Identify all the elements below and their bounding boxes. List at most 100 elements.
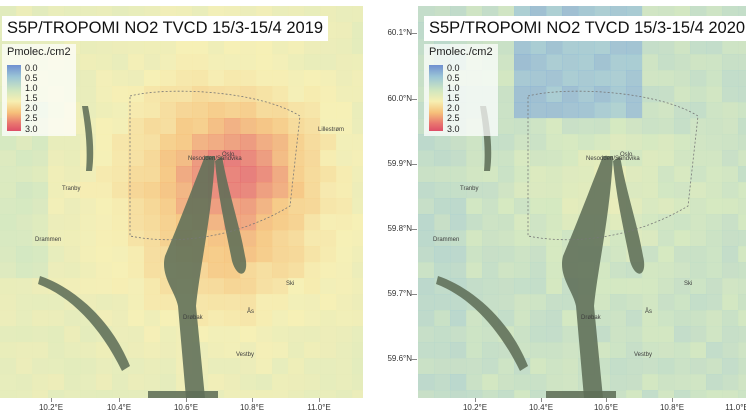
heatmap-cell: [722, 150, 739, 167]
heatmap-cell: [176, 134, 193, 151]
heatmap-cell: [208, 134, 225, 151]
heatmap-cell: [610, 38, 627, 55]
heatmap-cell: [722, 278, 739, 295]
heatmap-cell: [626, 390, 643, 398]
heatmap-cell: [304, 118, 321, 135]
heatmap-cell: [466, 358, 483, 375]
heatmap-cell: [16, 374, 33, 391]
heatmap-cell: [450, 374, 467, 391]
heatmap-cell: [466, 246, 483, 263]
heatmap-cell: [240, 102, 257, 119]
heatmap-cell: [256, 102, 273, 119]
x-axis-label: 10.4°E: [106, 403, 132, 412]
heatmap-cell: [610, 246, 627, 263]
heatmap-cell: [16, 198, 33, 215]
heatmap-cell: [352, 278, 363, 295]
heatmap-cell: [418, 358, 435, 375]
heatmap-cell: [722, 86, 739, 103]
heatmap-cell: [144, 118, 161, 135]
heatmap-cell: [642, 278, 659, 295]
heatmap-cell: [690, 134, 707, 151]
heatmap-cell: [48, 374, 65, 391]
place-label-drammen: Drammen: [433, 237, 460, 243]
legend-tick-labels: 0.0 0.5 1.0 1.5 2.0 2.5 3.0: [447, 63, 460, 134]
heatmap-cell: [80, 390, 97, 398]
heatmap-cell: [642, 102, 659, 119]
heatmap-cell: [674, 214, 691, 231]
heatmap-cell: [562, 198, 579, 215]
heatmap-cell: [288, 342, 305, 359]
heatmap-cell: [288, 118, 305, 135]
heatmap-cell: [418, 230, 435, 247]
heatmap-cell: [498, 278, 515, 295]
heatmap-cell: [498, 118, 515, 135]
heatmap-cell: [418, 262, 435, 279]
heatmap-cell: [450, 182, 467, 199]
heatmap-cell: [32, 134, 49, 151]
heatmap-cell: [224, 374, 241, 391]
heatmap-cell: [240, 182, 257, 199]
heatmap-cell: [738, 230, 746, 247]
heatmap-cell: [610, 118, 627, 135]
heatmap-cell: [530, 278, 547, 295]
heatmap-cell: [690, 166, 707, 183]
heatmap-cell: [498, 166, 515, 183]
heatmap-cell: [642, 70, 659, 87]
heatmap-cell: [514, 102, 531, 119]
heatmap-cell: [0, 374, 17, 391]
heatmap-cell: [642, 326, 659, 343]
x-axis-label: 10.6°E: [173, 403, 199, 412]
heatmap-cell: [256, 134, 273, 151]
heatmap-cell: [272, 246, 289, 263]
map-panel-2019: S5P/TROPOMI NO2 TVCD 15/3-15/4 2019 Pmol…: [0, 6, 363, 398]
heatmap-cell: [674, 294, 691, 311]
heatmap-cell: [738, 326, 746, 343]
legend-colorbar: [7, 65, 21, 131]
heatmap-cell: [642, 262, 659, 279]
heatmap-cell: [320, 358, 337, 375]
heatmap-cell: [224, 86, 241, 103]
heatmap-cell: [64, 358, 81, 375]
heatmap-cell: [176, 182, 193, 199]
heatmap-cell: [482, 374, 499, 391]
place-label-vestby: Vestby: [236, 352, 255, 358]
heatmap-cell: [128, 214, 145, 231]
heatmap-cell: [530, 294, 547, 311]
heatmap-cell: [112, 118, 129, 135]
heatmap-cell: [192, 38, 209, 55]
heatmap-cell: [562, 374, 579, 391]
heatmap-cell: [562, 54, 579, 71]
heatmap-cell: [498, 214, 515, 231]
heatmap-cell: [64, 390, 81, 398]
legend-2019: Pmolec./cm2 0.0 0.5 1.0 1.5 2.0 2.5 3.0: [2, 44, 76, 136]
heatmap-cell: [32, 214, 49, 231]
heatmap-cell: [304, 358, 321, 375]
heatmap-cell: [738, 102, 746, 119]
heatmap-cell: [160, 38, 177, 55]
heatmap-cell: [562, 38, 579, 55]
heatmap-cell: [658, 358, 675, 375]
place-label-oslo: Oslo: [620, 152, 633, 158]
heatmap-cell: [256, 278, 273, 295]
heatmap-cell: [80, 262, 97, 279]
heatmap-cell: [722, 358, 739, 375]
heatmap-cell: [434, 294, 451, 311]
heatmap-cell: [626, 54, 643, 71]
heatmap-cell: [722, 198, 739, 215]
heatmap-cell: [240, 86, 257, 103]
heatmap-cell: [320, 198, 337, 215]
heatmap-cell: [256, 166, 273, 183]
heatmap-cell: [352, 150, 363, 167]
heatmap-cell: [626, 294, 643, 311]
heatmap-cell: [690, 246, 707, 263]
heatmap-cell: [466, 310, 483, 327]
heatmap-cell: [256, 310, 273, 327]
heatmap-cell: [674, 182, 691, 199]
water-body-shape: [546, 391, 616, 398]
heatmap-cell: [128, 38, 145, 55]
x-axis-tick: [672, 398, 673, 402]
y-axis-label: 59.8°N: [387, 224, 412, 233]
heatmap-cell: [738, 294, 746, 311]
legend-colorbar: [429, 65, 443, 131]
heatmap-cell: [128, 310, 145, 327]
